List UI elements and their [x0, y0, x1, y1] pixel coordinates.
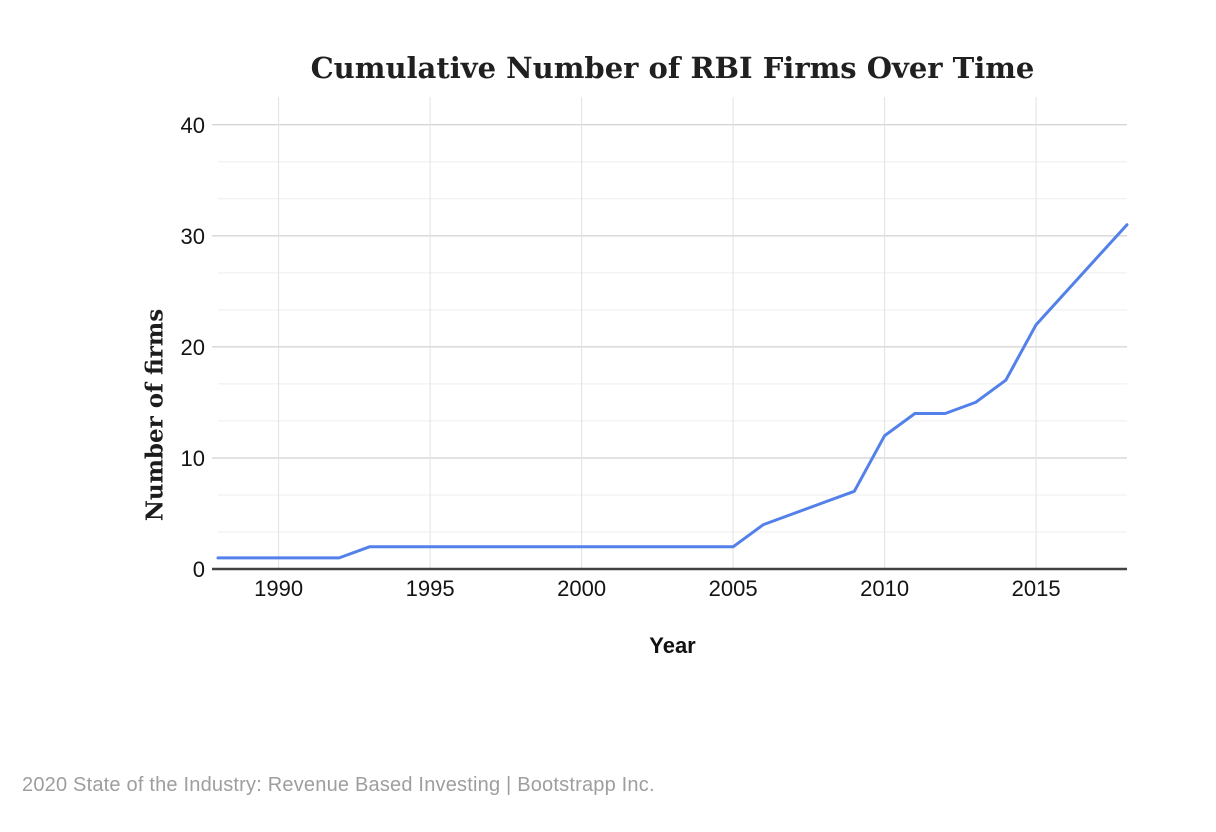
data-line-cumulative-rbi-firms [216, 223, 1129, 560]
y-tick-label-30: 30 [181, 224, 205, 249]
chart-title: Cumulative Number of RBI Firms Over Time [310, 51, 1035, 85]
footer-text: 2020 State of the Industry: Revenue Base… [22, 774, 655, 796]
x-tick-label-2015: 2015 [1012, 576, 1061, 601]
y-tick-label-0: 0 [193, 557, 205, 582]
x-tick-label-2010: 2010 [860, 576, 909, 601]
x-tick-label-1995: 1995 [406, 576, 455, 601]
y-axis-title: Number of firms [141, 308, 169, 522]
x-tick-label-2005: 2005 [709, 576, 758, 601]
x-tick-label-2000: 2000 [557, 576, 606, 601]
y-tick-label-40: 40 [181, 113, 205, 138]
x-axis-title: Year [649, 633, 696, 658]
x-tick-label-1990: 1990 [254, 576, 303, 601]
y-tick-label-10: 10 [181, 446, 205, 471]
y-tick-label-20: 20 [181, 335, 205, 360]
